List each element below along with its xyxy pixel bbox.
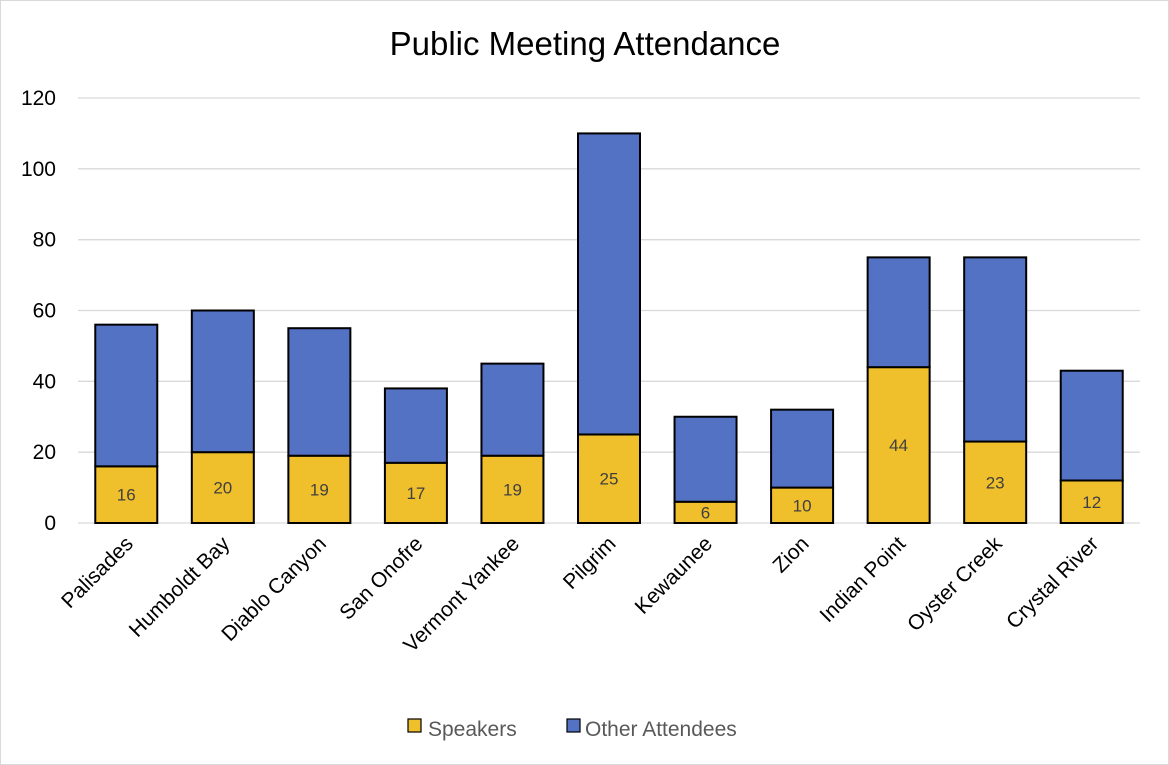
- bar-speakers: [1059, 479, 1124, 524]
- data-label: 17: [406, 484, 425, 503]
- data-label: 19: [503, 480, 522, 499]
- legend-label-speakers: Speakers: [428, 718, 517, 741]
- x-tick-label: Kewaunee: [631, 532, 717, 618]
- x-tick-label: Crystal River: [1002, 532, 1103, 633]
- y-tick-label: 40: [33, 370, 56, 393]
- bar-other-attendees: [190, 309, 255, 454]
- data-label: 44: [889, 436, 908, 455]
- data-label: 12: [1082, 493, 1101, 512]
- bar-other-attendees: [770, 408, 835, 489]
- y-tick-label: 60: [33, 300, 56, 323]
- legend-swatch-other-attendees: [566, 718, 581, 733]
- bar-other-attendees: [673, 415, 738, 503]
- bar-speakers: [963, 440, 1028, 524]
- bar-other-attendees: [577, 132, 641, 436]
- legend: Speakers Other Attendees: [407, 718, 737, 741]
- bar-speakers: [287, 454, 352, 525]
- x-tick-label: Palisades: [57, 532, 138, 613]
- x-tick-label: Zion: [768, 532, 813, 577]
- y-tick-label: 100: [21, 158, 56, 181]
- bar-other-attendees: [480, 362, 545, 457]
- bar-other-attendees: [1059, 369, 1124, 482]
- legend-label-other-attendees: Other Attendees: [585, 718, 737, 741]
- bar-speakers: [866, 366, 931, 524]
- y-tick-label: 20: [33, 441, 56, 464]
- data-label: 25: [600, 470, 619, 489]
- data-label: 6: [701, 503, 710, 522]
- bar-speakers: [190, 451, 255, 524]
- y-tick-label: 0: [44, 512, 56, 535]
- y-tick-label: 80: [33, 229, 56, 252]
- bar-other-attendees: [866, 256, 931, 369]
- x-tick-label: Oyster Creek: [903, 532, 1007, 636]
- bar-other-attendees: [287, 327, 352, 457]
- data-label: 19: [310, 480, 329, 499]
- bar-other-attendees: [94, 323, 159, 468]
- x-tick-label: San Onofre: [335, 532, 427, 624]
- data-label: 23: [986, 473, 1005, 492]
- y-tick-label: 120: [21, 87, 56, 110]
- x-tick-label: Humboldt Bay: [125, 532, 235, 642]
- x-tick-label: Pilgrim: [559, 532, 621, 594]
- bar-other-attendees: [383, 387, 448, 464]
- bars: [94, 132, 1124, 525]
- legend-swatch-speakers: [407, 718, 422, 733]
- data-label: 16: [117, 486, 136, 505]
- chart-title: Public Meeting Attendance: [390, 25, 781, 62]
- bar-speakers: [577, 433, 641, 525]
- x-tick-label: Diablo Canyon: [217, 532, 331, 646]
- bar-speakers: [770, 486, 835, 525]
- data-labels: 16 20 19 17 19 25 6 10 44 23 12: [117, 436, 1101, 522]
- bar-speakers: [94, 465, 159, 525]
- bar-speakers: [383, 461, 448, 524]
- y-axis-ticks: 0 20 40 60 80 100 120: [21, 87, 56, 535]
- x-tick-label: Indian Point: [815, 532, 910, 627]
- data-label: 10: [793, 496, 812, 515]
- bar-other-attendees: [963, 256, 1028, 443]
- data-label: 20: [213, 479, 232, 498]
- bar-speakers: [480, 454, 545, 525]
